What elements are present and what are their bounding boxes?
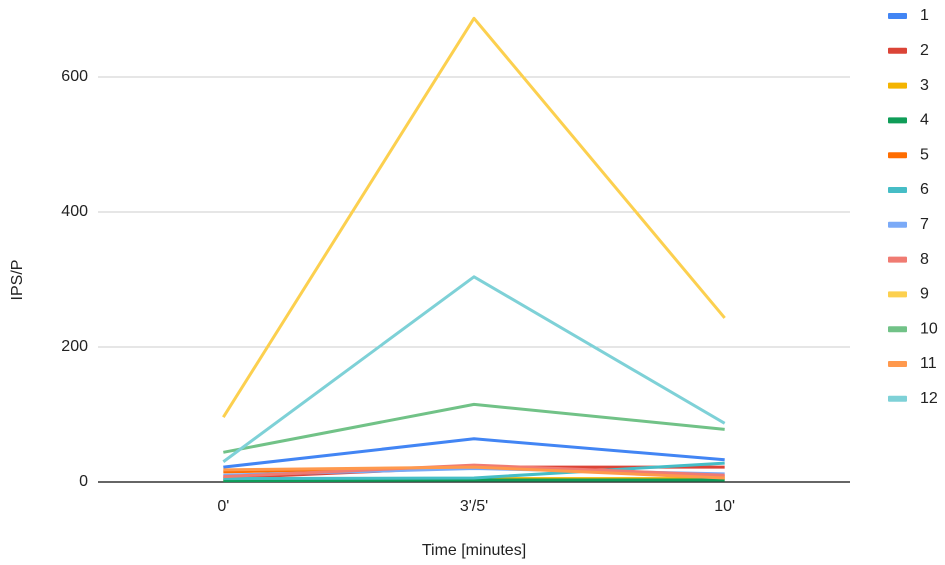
x-tick-label: 10'	[714, 498, 735, 515]
legend-label: 2	[920, 42, 929, 59]
legend-label: 10	[920, 320, 938, 337]
x-axis-title: Time [minutes]	[422, 542, 526, 559]
y-tick-label: 0	[79, 473, 88, 490]
legend-label: 5	[920, 146, 929, 163]
series-line	[223, 402, 725, 454]
legend-swatch	[888, 117, 907, 124]
legend-swatch	[888, 361, 907, 367]
legend-swatch	[888, 221, 907, 228]
series-line	[223, 461, 725, 481]
legend-swatch	[888, 187, 907, 193]
x-tick-label: 0'	[217, 498, 229, 515]
y-tick-label: 600	[61, 68, 88, 85]
series-line	[223, 437, 725, 469]
series-line	[223, 465, 725, 480]
legend-swatch	[888, 82, 907, 89]
legend-label: 1	[920, 7, 929, 24]
y-axis-title: IPS/P	[9, 260, 26, 301]
legend-label: 7	[920, 216, 929, 233]
legend-label: 9	[920, 286, 929, 303]
legend-label: 11	[920, 355, 937, 372]
legend-swatch	[888, 47, 907, 54]
legend-swatch	[888, 395, 907, 402]
legend-swatch	[888, 291, 907, 298]
legend-label: 6	[920, 181, 929, 198]
y-tick-label: 200	[61, 338, 88, 355]
series-line	[223, 478, 725, 483]
legend-label: 8	[920, 251, 929, 268]
x-tick-label: 3'/5'	[460, 498, 488, 515]
legend-label: 4	[920, 112, 929, 129]
y-tick-label: 400	[61, 203, 88, 220]
legend-swatch	[888, 256, 907, 263]
series-line	[223, 463, 725, 479]
legend-swatch	[888, 13, 907, 19]
legend-label: 3	[920, 77, 929, 94]
legend-label: 12	[920, 390, 938, 407]
legend-swatch	[888, 152, 907, 159]
series-line	[222, 16, 726, 418]
series-line	[222, 275, 726, 463]
legend-swatch	[888, 326, 907, 333]
